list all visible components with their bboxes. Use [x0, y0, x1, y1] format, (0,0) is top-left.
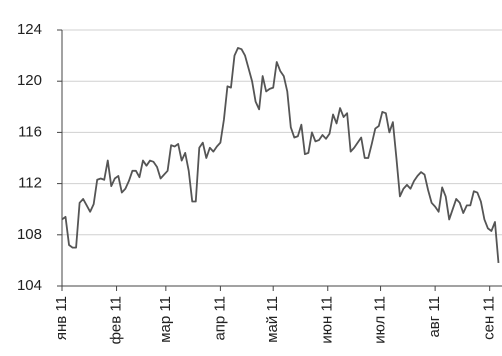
- y-tick-label: 112: [18, 175, 42, 192]
- x-tick-label: май 11: [264, 296, 281, 343]
- x-tick-label: мар 11: [157, 296, 174, 343]
- y-tick-label: 116: [18, 123, 42, 140]
- y-tick-label: 120: [17, 72, 42, 89]
- x-tick-label: сен 11: [481, 296, 498, 340]
- x-tick-label: июн 11: [319, 296, 336, 344]
- x-tick-label: июл 11: [372, 296, 389, 344]
- y-tick-label: 124: [17, 21, 42, 38]
- x-tick-label: янв 11: [53, 296, 70, 340]
- x-tick-label: апр 11: [211, 296, 228, 341]
- x-tick-label: фев 11: [108, 296, 125, 344]
- series-line: [61, 47, 500, 264]
- y-tick-label: 104: [17, 277, 42, 294]
- y-tick-label: 108: [17, 226, 42, 243]
- x-tick-label: авг 11: [426, 296, 443, 338]
